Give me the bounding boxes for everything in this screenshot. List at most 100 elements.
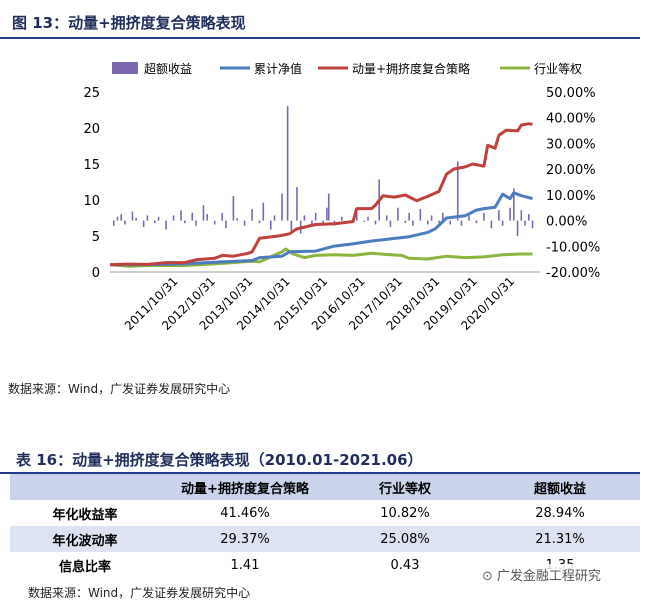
legend-label: 动量+拥挤度复合策略 — [352, 61, 470, 76]
excess-return-bar — [449, 220, 452, 225]
watermark: ⊙ 广发金融工程研究 — [478, 564, 605, 585]
right-tick-label: 50.00% — [546, 86, 596, 101]
excess-return-bar — [475, 220, 478, 224]
excess-return-bar — [311, 220, 313, 227]
excess-return-bar — [412, 220, 414, 226]
excess-return-bar — [243, 220, 246, 226]
excess-return-bar — [191, 212, 194, 221]
excess-return-bar — [404, 220, 407, 224]
excess-return-bar — [389, 220, 392, 227]
legend-label: 累计净值 — [254, 61, 302, 76]
excess-return-bar — [531, 220, 534, 229]
excess-return-bar — [509, 207, 511, 221]
excess-return-bar — [232, 196, 235, 221]
axes: 0 5 10 15 20 25 -20.00% -10.00% 0.00% 10.00% 20.00… — [83, 86, 600, 333]
legend-label: 超额收益 — [144, 61, 192, 76]
header-cell — [10, 474, 160, 500]
excess-return-bar — [290, 220, 293, 231]
excess-return-bar — [314, 212, 317, 221]
right-tick-label: 30.00% — [546, 137, 596, 152]
left-tick-label: 0 — [92, 266, 100, 281]
table-cell: 21.31% — [480, 526, 640, 552]
excess-return-bar — [438, 220, 440, 224]
excess-return-bar — [419, 209, 422, 221]
excess-return-bar — [273, 215, 276, 221]
excess-return-bar — [326, 207, 328, 221]
excess-return-bar — [281, 193, 283, 221]
series-lines — [109, 122, 533, 268]
excess-return-bar — [165, 220, 167, 230]
table-header-row: 动量+拥挤度复合策略 行业等权 超额收益 — [10, 474, 640, 500]
table-row: 年化收益率 41.46% 10.82% 28.94% — [10, 500, 640, 526]
excess-return-bar — [327, 193, 330, 221]
table-row: 年化波动率 29.37% 25.08% 21.31% — [10, 526, 640, 552]
row-label: 年化收益率 — [52, 507, 118, 523]
figure-title: 图 13：动量+拥挤度复合策略表现 — [12, 14, 246, 32]
excess-return-bar — [374, 220, 377, 225]
excess-return-bar — [258, 220, 261, 224]
excess-return-bar — [501, 220, 504, 226]
excess-return-bar — [296, 187, 298, 221]
excess-return-bar — [513, 188, 515, 221]
excess-return-bar — [397, 207, 399, 221]
excess-return-bar — [195, 220, 197, 226]
header-cell: 超额收益 — [480, 474, 640, 500]
series-line — [110, 191, 533, 267]
table-cell: 1.41 — [230, 557, 260, 573]
excess-return-bar — [180, 210, 182, 221]
header-cell: 动量+拥挤度复合策略 — [160, 474, 330, 500]
excess-return-bar — [385, 215, 388, 221]
excess-return-bar — [520, 210, 523, 221]
excess-return-bar — [202, 205, 205, 221]
excess-return-bar — [441, 212, 444, 221]
excess-return-bar — [120, 214, 123, 221]
watermark-text: 广发金融工程研究 — [496, 569, 601, 584]
figure-title-bar: 图 13：动量+拥挤度复合策略表现 — [0, 10, 640, 39]
header-cell: 行业等权 — [330, 474, 480, 500]
performance-table: 动量+拥挤度复合策略 行业等权 超额收益 年化收益率 41.46% 10.82%… — [10, 474, 640, 578]
left-tick-label: 5 — [92, 230, 100, 245]
excess-return-bar — [303, 215, 306, 221]
left-tick-label: 10 — [83, 194, 100, 209]
excess-return-bar — [286, 106, 289, 221]
excess-return-bar — [269, 220, 272, 230]
table-cell: 28.94% — [535, 505, 585, 521]
excess-return-bar — [262, 202, 265, 221]
excess-return-bar — [341, 216, 343, 221]
right-tick-label: -10.00% — [546, 240, 600, 255]
excess-return-bar — [116, 216, 119, 221]
excess-return-bar — [213, 220, 216, 225]
excess-return-bar — [236, 218, 238, 221]
excess-return-bar — [135, 218, 137, 221]
excess-return-bar — [490, 220, 493, 229]
excess-return-bar — [206, 214, 209, 221]
excess-return-bar — [142, 220, 145, 227]
table-cell: 0.43 — [390, 557, 420, 573]
excess-return-bar — [183, 220, 186, 224]
excess-return-bar — [430, 215, 433, 221]
table-source: 数据来源：Wind，广发证券发展研究中心 — [28, 586, 251, 600]
excess-return-bar — [527, 214, 530, 221]
excess-return-bar — [131, 211, 134, 221]
excess-return-bar — [408, 212, 410, 221]
wechat-icon: ⊙ — [482, 569, 493, 584]
left-tick-label: 20 — [83, 122, 100, 137]
row-label: 年化波动率 — [10, 526, 160, 552]
right-tick-label: 20.00% — [546, 163, 596, 178]
excess-return-bar — [363, 220, 366, 222]
right-tick-label: 10.00% — [546, 189, 596, 204]
table-title-bar: 表 16：动量+拥挤度复合策略表现（2010.01-2021.06） — [0, 446, 640, 474]
excess-return-bar — [146, 215, 149, 221]
excess-return-bar — [456, 161, 459, 221]
left-tick-label: 25 — [83, 86, 100, 101]
legend: 超额收益 累计净值 动量+拥挤度复合策略 行业等权 — [112, 61, 582, 76]
excess-return-bar — [154, 220, 156, 224]
excess-return-bar — [460, 220, 463, 226]
legend-swatch — [112, 62, 138, 74]
excess-return-bar — [251, 209, 253, 221]
excess-return-bar — [483, 212, 485, 221]
chart-svg: 超额收益 累计净值 动量+拥挤度复合策略 行业等权 0 5 10 15 20 25 -20.00%… — [83, 61, 600, 333]
table-cell: 25.08% — [330, 526, 480, 552]
excess-return-bar — [427, 220, 429, 225]
excess-return-bar — [524, 220, 526, 226]
